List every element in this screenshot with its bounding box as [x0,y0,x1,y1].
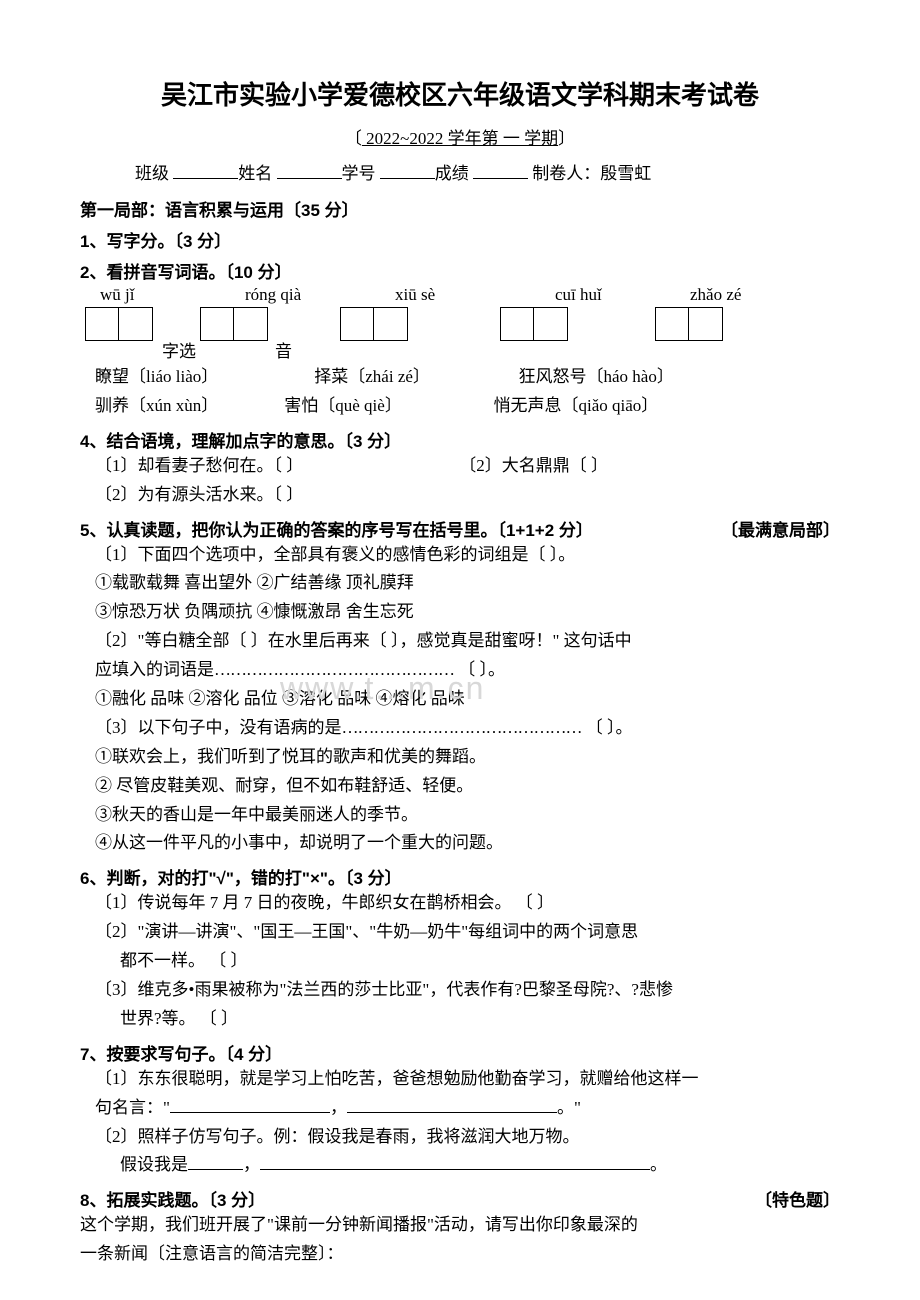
box-1[interactable] [200,307,268,341]
q6-2a: 〔2〕"演讲—讲演"、"国王—王国"、"牛奶—奶牛"每组词中的两个词意思 [80,918,840,947]
pinyin-row: wū jǐ róng qià xiū sè cuī huǐ zhǎo zé [80,285,840,305]
q4: 4、结合语境，理解加点字的意思。〔3 分〕 [80,427,840,452]
q5-3c: ①联欢会上，我们听到了悦耳的歌声和优美的舞蹈。 [80,743,840,772]
q5-2b-row: 应填入的词语是 〔 〕。 [80,656,840,685]
q8-text: 8、拓展实践题。〔3 分〕 [80,1191,265,1210]
q7-1d: 。" [557,1098,581,1117]
q7-1b: 句名言：" [95,1098,170,1117]
label-class: 班级 [135,164,169,183]
q7: 7、按要求写句子。〔4 分〕 [80,1040,840,1065]
q8: 8、拓展实践题。〔3 分〕 〔特色题〕 [80,1186,840,1211]
q4-2: 〔2〕大名鼎鼎〔 〕 [459,456,608,475]
box-2[interactable] [340,307,408,341]
q3-l2b: 害怕〔què qiè〕 [284,392,489,421]
q3-l1c: 狂风怒号〔háo hào〕 [519,367,674,386]
q7-2b: 假设我是 [120,1155,188,1174]
pinyin-2: xiū sè [395,285,555,305]
q7-1a: 〔1〕东东很聪明，就是学习上怕吃苦，爸爸想勉励他勤奋学习，就赠给他这样一 [80,1065,840,1094]
q7-1b-row: 句名言：" ， 。" [80,1094,840,1123]
blank-q7-2a[interactable] [188,1152,243,1170]
section1-head: 第一局部：语言积累与运用〔35 分〕 [80,196,840,221]
q3-l1b: 择菜〔zhái zé〕 [314,363,514,392]
q3-line1: 瞭望〔liáo liào〕 择菜〔zhái zé〕 狂风怒号〔háo hào〕 [80,363,840,392]
q6-3b: 世界?等。 〔 〕 [80,1005,840,1034]
label-name: 姓名 [238,164,272,183]
info-line: 班级 姓名 学号 成绩 制卷人：殷雪虹 [80,159,840,184]
q7-2a: 〔2〕照样子仿写句子。例：假设我是春雨，我将滋润大地万物。 [80,1123,840,1152]
q8-b: 一条新闻〔注意语言的简洁完整〕： [80,1240,840,1269]
q7-2b-row: 假设我是 ， 。 [80,1151,840,1180]
blank-class[interactable] [173,161,238,179]
q8-tag: 〔特色题〕 [755,1186,840,1211]
q3-l2a: 驯养〔xún xùn〕 [95,392,280,421]
q7-2c: ， [243,1155,260,1174]
q3-text1: 字选 [162,337,196,362]
q8-a: 这个学期，我们班开展了"课前一分钟新闻播报"活动，请写出你印象最深的 [80,1211,840,1240]
q4-line2: 〔2〕为有源头活水来。〔 〕 [80,481,840,510]
blank-q7-1a[interactable] [170,1095,330,1113]
blank-score[interactable] [473,161,528,179]
subtitle: 〔 2022~2022 学年第 一 学期〕 [80,124,840,149]
q3-line2: 驯养〔xún xùn〕 害怕〔què qiè〕 悄无声息〔qiǎo qiāo〕 [80,392,840,421]
q3-l1a: 瞭望〔liáo liào〕 [95,363,310,392]
q5-3e: ③秋天的香山是一年中最美丽迷人的季节。 [80,801,840,830]
pinyin-1: róng qià [245,285,395,305]
q7-1c: ， [330,1098,347,1117]
q5-3a-row: 〔3〕以下句子中，没有语病的是 〔 〕。 [80,714,840,743]
q5-2d: ①融化 品味 ②溶化 品位 ③溶化 品味 ④熔化 品味 [80,685,840,714]
pinyin-4: zhǎo zé [690,285,741,305]
q6: 6、判断，对的打"√"，错的打"×"。〔3 分〕 [80,864,840,889]
dots-1 [214,660,454,679]
q5-tag: 〔最满意局部〕 [721,516,840,541]
label-score: 成绩 [435,164,469,183]
q2: 2、看拼音写词语。〔10 分〕 [80,258,840,283]
q5: 5、认真读题，把你认为正确的答案的序号写在括号里。〔1+1+2 分〕 〔最满意局… [80,516,840,541]
q6-1: 〔1〕传说每年 7 月 7 日的夜晚，牛郎织女在鹊桥相会。 〔 〕 [80,889,840,918]
q5-3a: 〔3〕以下句子中，没有语病的是 [95,718,342,737]
sub-year: 2022~2022 学年第 一 学期 [362,129,558,148]
label-maker: 制卷人：殷雪虹 [532,164,651,183]
q3-l2c: 悄无声息〔qiǎo qiāo〕 [494,396,659,415]
blank-q7-2b[interactable] [260,1152,650,1170]
sub-prefix: 〔 [345,129,362,148]
page-title: 吴江市实验小学爱德校区六年级语文学科期末考试卷 [80,75,840,112]
blank-q7-1b[interactable] [347,1095,557,1113]
label-num: 学号 [342,164,376,183]
q4-1: 〔1〕却看妻子愁何在。〔 〕 [95,452,455,481]
q5-3b: 〔 〕。 [586,718,633,737]
blank-num[interactable] [380,161,435,179]
q3-text2: 音 [275,337,292,362]
blank-name[interactable] [277,161,342,179]
q5-2a: 〔2〕"等白糖全部〔 〕在水里后再来〔 〕，感觉真是甜蜜呀！" 这句话中 [80,627,840,656]
q5-text: 5、认真读题，把你认为正确的答案的序号写在括号里。〔1+1+2 分〕 [80,521,593,540]
pinyin-0: wū jǐ [100,285,245,305]
q5-2b: 应填入的词语是 [95,660,214,679]
pinyin-3: cuī huǐ [555,285,690,305]
q6-2b: 都不一样。 〔 〕 [80,947,840,976]
q5-2c: 〔 〕。 [458,660,505,679]
q5-1a: ①载歌载舞 喜出望外 ②广结善缘 顶礼膜拜 [80,569,840,598]
q7-2d: 。 [650,1155,667,1174]
q1: 1、写字分。〔3 分〕 [80,227,840,252]
boxes-row: 字选 音 [80,307,840,363]
q5-3d: ② 尽管皮鞋美观、耐穿，但不如布鞋舒适、轻便。 [80,772,840,801]
box-3[interactable] [500,307,568,341]
q4-line1: 〔1〕却看妻子愁何在。〔 〕 〔2〕大名鼎鼎〔 〕 [80,452,840,481]
box-0[interactable] [85,307,153,341]
q5-1b: ③惊恐万状 负隅顽抗 ④慷慨激昂 舍生忘死 [80,598,840,627]
dots-2 [342,718,582,737]
q5-3f: ④从这一件平凡的小事中，却说明了一个重大的问题。 [80,829,840,858]
sub-suffix: 〕 [558,129,575,148]
q5-1: 〔1〕下面四个选项中，全部具有褒义的感情色彩的词组是〔 〕。 [80,541,840,570]
q6-3a: 〔3〕维克多•雨果被称为"法兰西的莎士比亚"，代表作有?巴黎圣母院?、?悲惨 [80,976,840,1005]
box-4[interactable] [655,307,723,341]
